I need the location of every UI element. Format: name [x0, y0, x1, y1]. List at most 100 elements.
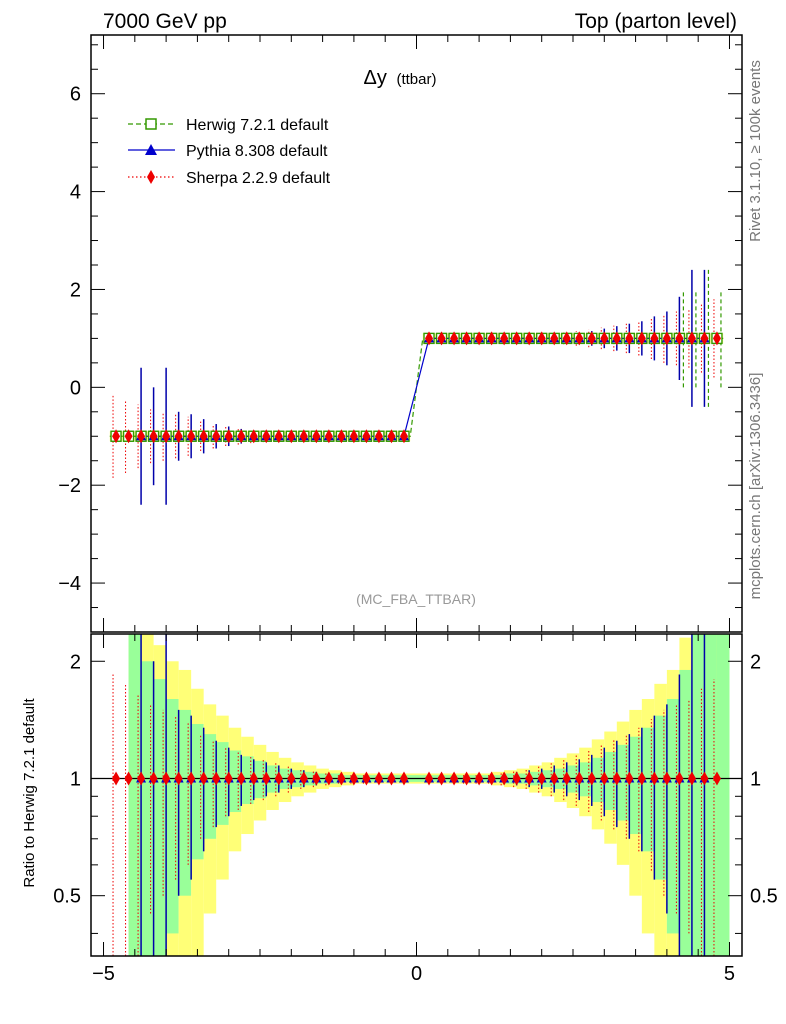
sherpa-point — [187, 429, 196, 444]
ratio-y-tick-label: 2 — [70, 651, 81, 673]
ratio-sherpa-point — [374, 771, 383, 786]
mcplots-label: mcplots.cern.ch [arXiv:1306.3436] — [747, 373, 764, 600]
main-marks — [109, 269, 724, 505]
ratio-sherpa-point — [562, 771, 571, 786]
ratio-sherpa-point — [299, 771, 308, 786]
legend-label-sherpa: Sherpa 2.2.9 default — [186, 170, 331, 187]
legend-label-herwig: Herwig 7.2.1 default — [186, 117, 329, 134]
ratio-sherpa-point — [162, 771, 171, 786]
sherpa-point — [450, 331, 459, 346]
x-tick-label: 5 — [724, 963, 735, 985]
ratio-sherpa-point — [137, 771, 146, 786]
ratio-sherpa-point — [399, 771, 408, 786]
ratio-band-green — [591, 757, 605, 803]
ratio-sherpa-point — [149, 771, 158, 786]
sherpa-point — [324, 429, 333, 444]
sherpa-point — [362, 429, 371, 444]
sherpa-point — [237, 429, 246, 444]
x-tick-label: 0 — [411, 963, 422, 985]
ratio-sherpa-point — [249, 771, 258, 786]
ratio-band-green — [191, 724, 204, 860]
ratio-sherpa-point — [174, 771, 183, 786]
ratio-sherpa-point — [437, 771, 446, 786]
legend-entry-herwig: Herwig 7.2.1 default — [128, 117, 329, 134]
sherpa-point — [462, 331, 471, 346]
sherpa-point — [299, 429, 308, 444]
sherpa-point — [612, 331, 621, 346]
analysis-label: (MC_FBA_TTBAR) — [356, 591, 476, 607]
ratio-band-green — [166, 699, 179, 934]
ratio-band-green — [228, 750, 242, 813]
ratio-sherpa-point — [512, 771, 521, 786]
ratio-band-green — [141, 661, 154, 956]
ratio-sherpa-point — [324, 771, 333, 786]
ratio-sherpa-point — [662, 771, 671, 786]
sherpa-point — [249, 429, 258, 444]
ratio-band-green — [128, 634, 142, 956]
sherpa-point — [487, 331, 496, 346]
ratio-sherpa-point — [550, 771, 559, 786]
main-panel: −4 −2 0 2 4 6 Δy (ttbar) (MC_FBA_TTBAR) Herwi… — [58, 34, 743, 633]
ratio-panel: −5 0 5 0.5 0.5 1 1 2 2 Ratio to Herwig 7.2.1 def… — [21, 633, 778, 985]
ratio-sherpa-point — [237, 771, 246, 786]
y-tick-label: 0 — [70, 377, 81, 399]
pythia-line — [141, 337, 705, 437]
ratio-sherpa-point — [349, 771, 358, 786]
sherpa-point — [162, 429, 171, 444]
ratio-sherpa-point — [487, 771, 496, 786]
ratio-band-green — [178, 709, 192, 896]
ratio-ylabel: Ratio to Herwig 7.2.1 default — [21, 698, 38, 888]
sherpa-point — [374, 429, 383, 444]
ratio-band-green — [153, 679, 167, 956]
ratio-sherpa-point — [199, 771, 208, 786]
sherpa-point — [675, 331, 684, 346]
rivet-label: Rivet 3.1.10, ≥ 100k events — [747, 60, 764, 242]
ratio-band-green — [629, 736, 642, 835]
ratio-sherpa-point — [700, 771, 709, 786]
sherpa-point — [437, 331, 446, 346]
sherpa-point — [662, 331, 671, 346]
ratio-sherpa-point — [712, 771, 721, 786]
sherpa-point — [500, 331, 509, 346]
ratio-sherpa-point — [600, 771, 609, 786]
sherpa-point — [700, 331, 709, 346]
ratio-sherpa-point — [425, 771, 434, 786]
y-tick-label: 4 — [70, 182, 81, 204]
legend-entry-sherpa: Sherpa 2.2.9 default — [128, 170, 331, 187]
sherpa-point — [550, 331, 559, 346]
ratio-sherpa-point — [587, 771, 596, 786]
sherpa-point — [224, 429, 233, 444]
ratio-sherpa-point — [575, 771, 584, 786]
ratio-band-green — [604, 751, 617, 810]
ratio-sherpa-point — [112, 771, 121, 786]
sherpa-point — [399, 429, 408, 444]
sherpa-point — [174, 429, 183, 444]
legend-marker-sherpa — [147, 170, 155, 184]
sherpa-point — [562, 331, 571, 346]
ratio-sherpa-point — [337, 771, 346, 786]
sherpa-point — [575, 331, 584, 346]
ratio-y-tick-label-right: 1 — [750, 768, 761, 790]
ratio-axes: −5 0 5 0.5 0.5 1 1 2 2 — [53, 634, 778, 985]
main-title-suffix: (ttbar) — [396, 71, 436, 88]
sherpa-point — [124, 429, 133, 444]
ratio-sherpa-point — [224, 771, 233, 786]
ratio-band-green — [716, 634, 730, 956]
sherpa-point — [112, 429, 121, 444]
main-title-main: Δy — [364, 67, 387, 89]
ratio-sherpa-point — [687, 771, 696, 786]
y-tick-label: −2 — [58, 475, 81, 497]
ratio-sherpa-point — [187, 771, 196, 786]
ratio-sherpa-point — [612, 771, 621, 786]
ratio-y-tick-label: 1 — [70, 768, 81, 790]
sherpa-point — [600, 331, 609, 346]
ratio-sherpa-point — [637, 771, 646, 786]
ratio-band-green — [679, 669, 692, 956]
ratio-y-tick-label-right: 2 — [750, 651, 761, 673]
sherpa-point — [349, 429, 358, 444]
ratio-sherpa-point — [312, 771, 321, 786]
ratio-band-green — [641, 727, 655, 852]
sherpa-point — [274, 429, 283, 444]
ratio-sherpa-point — [500, 771, 509, 786]
